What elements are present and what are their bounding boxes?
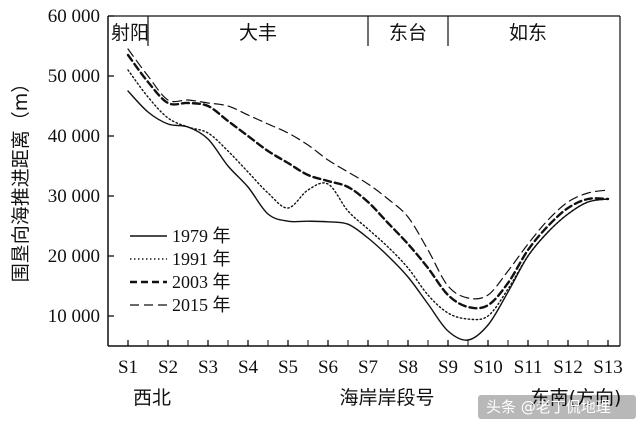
x-tick-label: S11 [514, 357, 543, 378]
x-tick-label: S13 [593, 357, 623, 378]
x-tick-label: S6 [318, 357, 338, 378]
legend-label: 1991 年 [172, 249, 231, 269]
x-tick-label: S5 [278, 357, 298, 378]
region-band: 射阳 大丰 东台 如东 [111, 16, 547, 46]
x-tick-label: S8 [398, 357, 418, 378]
y-axis-ticks: 60 000 50 000 40 000 30 000 20 000 10 000 [48, 6, 114, 327]
x-axis-label: 海岸岸段号 [339, 387, 434, 409]
x-axis-ticks: S1 S2 S3 S4 S5 S6 S7 S8 S9 S10 S11 S12 S13 [118, 340, 623, 378]
x-tick-label: S9 [438, 357, 458, 378]
legend-label: 1979 年 [172, 226, 231, 246]
x-left-direction-label: 西北 [133, 387, 171, 409]
y-tick-label: 20 000 [48, 246, 100, 267]
series-line-4 [127, 48, 609, 300]
region-label: 东台 [389, 22, 427, 44]
x-tick-label: S1 [118, 357, 138, 378]
y-axis-label: 围垦向海推进距离（m） [10, 74, 32, 283]
y-tick-label: 60 000 [48, 6, 100, 27]
axes [107, 15, 621, 347]
series-group [126, 48, 610, 341]
region-label: 大丰 [239, 22, 277, 44]
watermark: 头条 @老丁侃地理 [478, 395, 636, 419]
y-tick-label: 10 000 [48, 306, 100, 327]
series-line-3 [126, 53, 610, 310]
x-tick-label: S7 [358, 357, 378, 378]
legend-label: 2003 年 [172, 272, 231, 292]
x-tick-label: S12 [553, 357, 583, 378]
x-tick-label: S2 [158, 357, 178, 378]
legend-label: 2015 年 [172, 295, 231, 315]
region-label: 射阳 [111, 22, 149, 44]
region-label: 如东 [509, 22, 547, 44]
x-tick-label: S4 [238, 357, 259, 378]
x-tick-label: S10 [473, 357, 503, 378]
x-tick-label: S3 [198, 357, 218, 378]
series-line-2 [127, 69, 609, 321]
legend: 1979 年 1991 年 2003 年 2015 年 [130, 226, 231, 315]
y-tick-label: 30 000 [48, 186, 100, 207]
y-tick-label: 40 000 [48, 126, 100, 147]
y-tick-label: 50 000 [48, 66, 100, 87]
x-right-direction-label: 东南(方向) [531, 387, 622, 409]
watermark-text: 头条 @老丁侃地理 [486, 398, 611, 416]
